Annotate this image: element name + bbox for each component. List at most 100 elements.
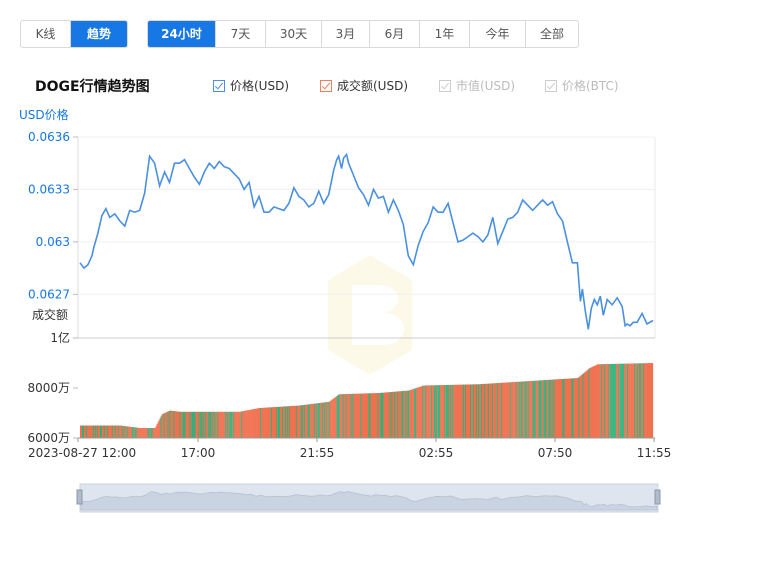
scrubber-handle-left[interactable] xyxy=(76,489,83,505)
volume-bar xyxy=(432,385,434,438)
volume-bar xyxy=(458,384,460,438)
volume-bar xyxy=(199,411,201,439)
volume-bar xyxy=(506,382,508,438)
volume-bar xyxy=(352,393,354,438)
volume-bar xyxy=(469,384,472,438)
volume-bar xyxy=(436,385,438,438)
volume-bar xyxy=(387,392,389,439)
volume-bar xyxy=(201,411,203,439)
volume-bar xyxy=(272,407,275,438)
volume-bar xyxy=(594,365,596,438)
volume-bar xyxy=(144,428,146,438)
volume-bar xyxy=(446,385,448,438)
volume-bar xyxy=(569,378,571,438)
volume-bar xyxy=(419,386,421,438)
volume-bar xyxy=(475,384,478,438)
tab-trend[interactable]: 趋势 xyxy=(71,21,127,47)
volume-bar xyxy=(104,425,107,438)
volume-bar xyxy=(113,425,115,438)
volume-bar xyxy=(572,378,574,438)
volume-bar xyxy=(535,380,537,438)
volume-bar xyxy=(473,384,476,438)
legend-marketcap-usd[interactable]: 市值(USD) xyxy=(439,77,515,94)
volume-bar xyxy=(452,384,454,438)
volume-bar xyxy=(485,383,488,439)
volume-bar xyxy=(350,393,352,438)
tab-ytd[interactable]: 今年 xyxy=(470,21,526,47)
volume-bar xyxy=(574,378,576,438)
volume-bar xyxy=(479,384,482,438)
volume-bar xyxy=(389,392,391,438)
volume-bar xyxy=(281,406,284,438)
volume-panel: 成交额 1亿 8000万 6000万 2023-08-27 12:00 17:00 21… xyxy=(27,307,671,460)
volume-bar xyxy=(519,381,521,438)
volume-bar xyxy=(392,391,394,438)
volume-bar xyxy=(321,402,323,438)
volume-bar xyxy=(114,425,116,438)
volume-bar xyxy=(464,384,467,438)
volume-bar xyxy=(186,411,188,439)
tab-6m[interactable]: 6月 xyxy=(370,21,420,47)
volume-bar xyxy=(430,385,432,438)
tab-7d[interactable]: 7天 xyxy=(216,21,266,47)
tab-24h[interactable]: 24小时 xyxy=(148,21,216,47)
volume-bar xyxy=(140,428,142,438)
volume-bar xyxy=(431,385,433,438)
volume-bar xyxy=(276,406,279,438)
volume-bar xyxy=(402,391,404,438)
volume-bar xyxy=(243,411,245,438)
volume-bar xyxy=(236,411,238,439)
volume-bar xyxy=(80,425,83,438)
volume-bar xyxy=(374,393,376,438)
volume-bar xyxy=(100,425,103,438)
volume-bar xyxy=(213,411,215,439)
volume-bar xyxy=(302,405,304,438)
tab-3m[interactable]: 3月 xyxy=(322,21,370,47)
volume-bar xyxy=(88,425,91,438)
volume-bar xyxy=(317,403,319,438)
volume-bar xyxy=(306,404,308,438)
tab-kline[interactable]: K线 xyxy=(21,21,71,47)
volume-bar xyxy=(310,404,312,438)
legend-price-btc[interactable]: 价格(BTC) xyxy=(545,77,619,94)
tab-1y[interactable]: 1年 xyxy=(420,21,470,47)
volume-bar xyxy=(465,384,468,438)
volume-bar xyxy=(284,406,287,438)
volume-bar xyxy=(536,380,538,438)
volume-bar xyxy=(386,392,388,438)
tab-30d[interactable]: 30天 xyxy=(266,21,322,47)
volume-bar xyxy=(89,425,92,438)
volume-bar xyxy=(289,406,292,438)
volume-bar xyxy=(134,427,136,438)
volume-bar xyxy=(404,390,406,438)
tab-all[interactable]: 全部 xyxy=(539,27,564,41)
volume-bar xyxy=(565,378,567,439)
volume-bar xyxy=(650,363,652,438)
volume-bar xyxy=(556,379,558,438)
legend-volume-usd[interactable]: 成交额(USD) xyxy=(320,77,408,94)
volume-bar xyxy=(202,411,204,439)
watermark-logo-icon xyxy=(328,255,412,375)
volume-bar xyxy=(129,426,131,439)
volume-bar xyxy=(390,392,392,438)
volume-bar xyxy=(412,389,414,438)
zoom-scrubber[interactable] xyxy=(76,483,661,513)
volume-bar xyxy=(168,411,170,438)
legend-price-usd[interactable]: 价格(USD) xyxy=(213,77,289,94)
volume-bar xyxy=(566,378,568,438)
volume-bar xyxy=(218,411,220,439)
volume-bar xyxy=(481,384,484,438)
volume-bar xyxy=(227,411,229,439)
volume-bar xyxy=(294,405,297,439)
scrubber-handle-right[interactable] xyxy=(654,489,661,505)
volume-bar xyxy=(602,364,604,438)
volume-bar xyxy=(339,394,341,438)
volume-bar xyxy=(618,363,620,438)
volume-bar xyxy=(205,411,207,439)
volume-bar xyxy=(409,390,411,438)
volume-bar xyxy=(247,410,249,439)
volume-bar xyxy=(637,363,639,438)
volume-bar xyxy=(138,427,140,438)
volume-bar xyxy=(173,411,175,438)
